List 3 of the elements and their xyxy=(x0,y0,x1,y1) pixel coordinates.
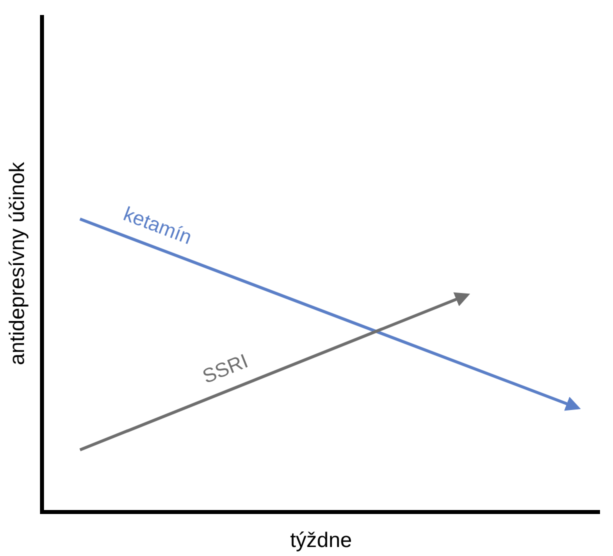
y-axis-title: antidepresívny účinok xyxy=(6,161,29,366)
text: SSRI xyxy=(200,350,252,388)
x-axis-title: týždne xyxy=(290,529,352,552)
